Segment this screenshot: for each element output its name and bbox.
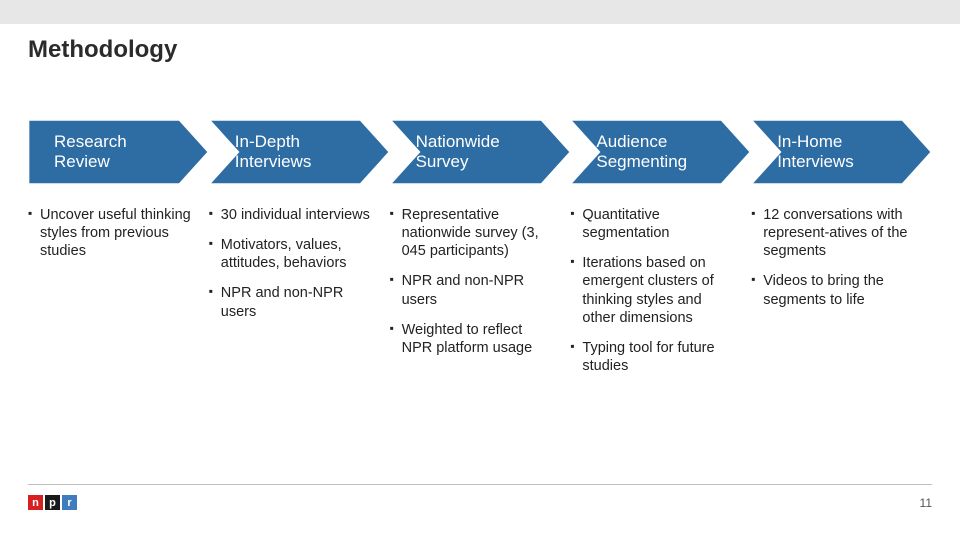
bullet-item: Videos to bring the segments to life bbox=[751, 272, 918, 308]
bullet-item: NPR and non-NPR users bbox=[390, 272, 557, 308]
bullet-column: Uncover useful thinking styles from prev… bbox=[28, 206, 209, 387]
logo-letter: r bbox=[62, 495, 77, 510]
bullet-item: Weighted to reflect NPR platform usage bbox=[390, 321, 557, 357]
stage-label: Nationwide Survey bbox=[390, 120, 571, 184]
logo-letter: n bbox=[28, 495, 43, 510]
process-arrows: Research Review In-Depth Interviews Nati… bbox=[28, 120, 932, 184]
stage-arrow: In-Depth Interviews bbox=[209, 120, 390, 184]
logo-letter: p bbox=[45, 495, 60, 510]
bullet-item: 30 individual interviews bbox=[209, 206, 376, 224]
stage-label: Audience Segmenting bbox=[570, 120, 751, 184]
bullet-item: Uncover useful thinking styles from prev… bbox=[28, 206, 195, 260]
bullet-item: Iterations based on emergent clusters of… bbox=[570, 254, 737, 327]
bullet-columns: Uncover useful thinking styles from prev… bbox=[28, 206, 932, 387]
stage-label: Research Review bbox=[28, 120, 209, 184]
slide-top-bar bbox=[0, 0, 960, 24]
bullet-item: Motivators, values, attitudes, behaviors bbox=[209, 236, 376, 272]
bullet-item: Typing tool for future studies bbox=[570, 339, 737, 375]
bullet-item: NPR and non-NPR users bbox=[209, 284, 376, 320]
slide-footer: npr 11 bbox=[28, 484, 932, 514]
stage-arrow: Audience Segmenting bbox=[570, 120, 751, 184]
stage-label: In-Home Interviews bbox=[751, 120, 932, 184]
slide-title: Methodology bbox=[28, 36, 177, 64]
bullet-column: 12 conversations with represent-atives o… bbox=[751, 206, 932, 387]
stage-arrow: Research Review bbox=[28, 120, 209, 184]
bullet-item: 12 conversations with represent-atives o… bbox=[751, 206, 918, 260]
stage-label: In-Depth Interviews bbox=[209, 120, 390, 184]
bullet-item: Quantitative segmentation bbox=[570, 206, 737, 242]
bullet-column: Quantitative segmentation Iterations base… bbox=[570, 206, 751, 387]
npr-logo: npr bbox=[28, 495, 77, 510]
stage-arrow: Nationwide Survey bbox=[390, 120, 571, 184]
bullet-item: Representative nationwide survey (3, 045… bbox=[390, 206, 557, 260]
page-number: 11 bbox=[920, 496, 932, 510]
stage-arrow: In-Home Interviews bbox=[751, 120, 932, 184]
bullet-column: 30 individual interviews Motivators, valu… bbox=[209, 206, 390, 387]
bullet-column: Representative nationwide survey (3, 045… bbox=[390, 206, 571, 387]
